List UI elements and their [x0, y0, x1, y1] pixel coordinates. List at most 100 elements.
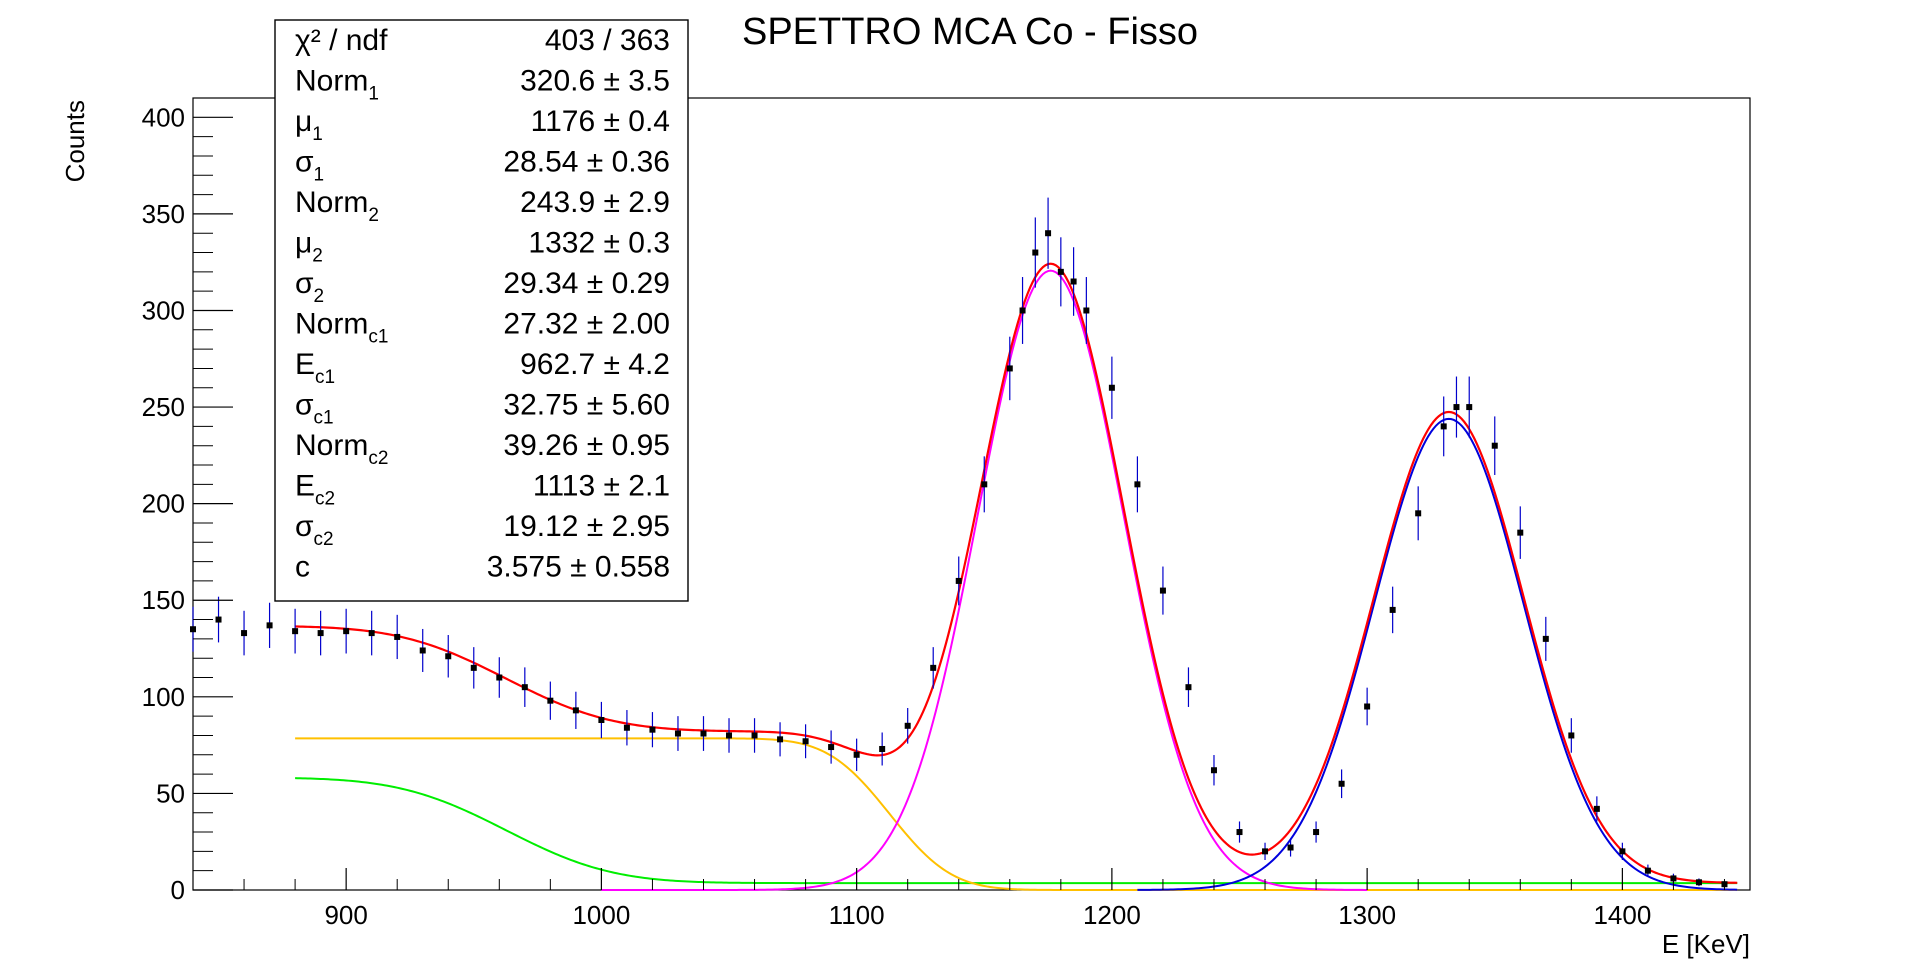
y-tick-label: 150 [142, 585, 185, 615]
data-point [1236, 829, 1243, 836]
data-point [1262, 848, 1269, 855]
compton2-curve [295, 737, 1738, 891]
data-point [751, 732, 758, 739]
data-point [981, 481, 988, 488]
stat-param-name: μ2 [295, 227, 323, 267]
stat-param-name: σc2 [295, 510, 334, 550]
stat-param-value: 3.575 ± 0.558 [487, 551, 670, 584]
data-point [598, 717, 605, 724]
data-point [1159, 587, 1166, 594]
data-point [879, 745, 886, 752]
stat-param-name: Norm1 [295, 65, 379, 105]
chart-title: SPETTRO MCA Co - Fisso [742, 11, 1198, 53]
stat-param-name: Normc2 [295, 429, 388, 469]
stat-param-value: 1113 ± 2.1 [533, 470, 670, 503]
stat-param-value: 1176 ± 0.4 [531, 105, 670, 138]
data-point [1593, 805, 1600, 812]
y-tick-label: 200 [142, 489, 185, 519]
data-point [1019, 307, 1026, 314]
stat-param-value: 243.9 ± 2.9 [520, 186, 670, 219]
y-tick-label: 250 [142, 392, 185, 422]
stat-param-name: σ2 [295, 267, 324, 307]
data-point [1542, 635, 1549, 642]
peak2-gauss-curve [1137, 417, 1738, 891]
data-point [1134, 481, 1141, 488]
stat-param-value: 27.32 ± 2.00 [503, 308, 670, 341]
stat-param-value: 39.26 ± 0.95 [503, 429, 670, 462]
data-point [1670, 875, 1677, 882]
stat-param-name: c [295, 551, 310, 584]
data-point [1619, 848, 1626, 855]
data-point [1057, 268, 1064, 275]
stat-param-name: Ec2 [295, 470, 335, 510]
data-point [1466, 404, 1473, 411]
stat-param-value: 1332 ± 0.3 [528, 227, 670, 260]
data-point [241, 630, 248, 637]
total-fit-curve [295, 262, 1738, 884]
data-point [700, 730, 707, 737]
data-point [828, 744, 835, 751]
data-point [1338, 780, 1345, 787]
stat-param-name: μ1 [295, 105, 323, 145]
data-point [853, 751, 860, 758]
data-point [547, 697, 554, 704]
y-tick-label: 0 [171, 875, 185, 905]
compton1-curve [295, 777, 1738, 885]
y-tick-label: 350 [142, 199, 185, 229]
data-point [343, 628, 350, 635]
data-point [419, 647, 426, 654]
data-point [1517, 529, 1524, 536]
y-axis-title: Counts [60, 100, 90, 182]
data-point [1695, 879, 1702, 886]
data-point [955, 577, 962, 584]
stat-param-value: 962.7 ± 4.2 [520, 348, 670, 381]
data-point [292, 628, 299, 635]
stat-param-value: 32.75 ± 5.60 [503, 389, 670, 422]
data-point [1644, 867, 1651, 874]
data-point [266, 622, 273, 629]
y-tick-label: 50 [156, 778, 185, 808]
data-point [521, 684, 528, 691]
stat-param-name: σ1 [295, 146, 324, 186]
data-point [1210, 767, 1217, 774]
data-point [1006, 365, 1013, 372]
data-point [190, 626, 196, 633]
x-tick-label: 1300 [1338, 900, 1396, 930]
data-point [1045, 230, 1052, 237]
x-tick-label: 900 [324, 900, 367, 930]
data-point [1032, 249, 1039, 256]
data-point [1108, 384, 1115, 391]
x-tick-label: 1000 [572, 900, 630, 930]
data-point [317, 630, 324, 637]
data-point [674, 730, 681, 737]
data-point [1453, 404, 1460, 411]
stat-param-value: 28.54 ± 0.36 [503, 146, 670, 179]
stat-param-value: 19.12 ± 2.95 [503, 510, 670, 543]
stat-param-value: 320.6 ± 3.5 [520, 65, 670, 98]
data-point [1313, 829, 1320, 836]
data-point [445, 653, 452, 660]
data-point [394, 633, 401, 640]
data-point [1389, 606, 1396, 613]
y-tick-label: 400 [142, 102, 185, 132]
stat-param-value: 29.34 ± 0.29 [503, 267, 670, 300]
data-point [777, 736, 784, 743]
data-point [1287, 844, 1294, 851]
stat-param-name: σc1 [295, 389, 334, 429]
stat-param-name: Norm2 [295, 186, 379, 226]
stat-param-value: 403 / 363 [545, 24, 670, 57]
data-point [1568, 732, 1575, 739]
plot-frame [192, 97, 1751, 891]
data-point [1070, 278, 1077, 285]
data-point [904, 722, 911, 729]
data-point [649, 726, 656, 733]
data-point [496, 674, 503, 681]
fit-statistics-box [274, 19, 689, 602]
y-tick-label: 300 [142, 295, 185, 325]
data-point [1491, 442, 1498, 449]
x-tick-label: 1100 [829, 900, 885, 930]
data-point [1185, 684, 1192, 691]
data-point [1083, 307, 1090, 314]
data-point [1440, 423, 1447, 430]
